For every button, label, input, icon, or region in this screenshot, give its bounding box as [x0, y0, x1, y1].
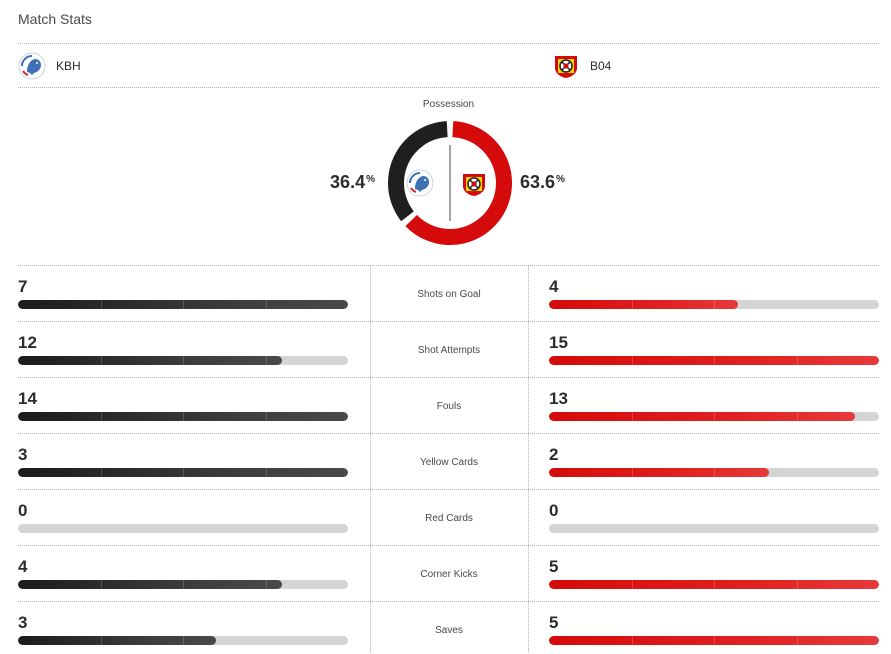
fc-copenhagen-crest-icon	[406, 169, 434, 197]
away-stat-bar-fill	[549, 300, 798, 309]
home-stat-bar	[18, 580, 348, 589]
home-stat-bar	[18, 468, 348, 477]
column-divider	[370, 378, 371, 433]
home-stat-value: 4	[18, 557, 28, 576]
stat-label: Shot Attempts	[417, 345, 481, 356]
away-stat-bar	[549, 524, 879, 533]
home-team-abbr: KBH	[56, 59, 81, 73]
column-divider	[370, 322, 371, 377]
home-stat-value: 0	[18, 501, 28, 520]
stat-row: 3 Yellow Cards 2	[18, 433, 879, 489]
team-divider	[18, 87, 879, 88]
home-stat-bar	[18, 356, 348, 365]
home-stat-value: 3	[18, 445, 28, 464]
stat-row: 0 Red Cards 0	[18, 489, 879, 545]
stat-row: 12 Shot Attempts 15	[18, 321, 879, 377]
home-stat-bar-fill	[18, 636, 267, 645]
home-stat-bar	[18, 636, 348, 645]
home-stat-value: 3	[18, 613, 28, 632]
away-stat-value: 0	[549, 501, 559, 520]
stat-row: 14 Fouls 13	[18, 377, 879, 433]
away-stat-value: 15	[549, 333, 568, 352]
column-divider	[528, 602, 529, 654]
away-possession-arc	[405, 121, 512, 245]
away-possession-value: 63.6%	[520, 172, 565, 192]
home-stat-bar-fill	[18, 580, 282, 589]
column-divider	[528, 378, 529, 433]
home-stat-bar-fill	[18, 412, 348, 421]
column-divider	[528, 322, 529, 377]
home-stat-value: 12	[18, 333, 37, 352]
away-stat-bar-fill	[549, 356, 879, 365]
column-divider	[370, 490, 371, 545]
away-stat-bar-fill	[549, 468, 798, 477]
stat-label: Red Cards	[425, 513, 473, 524]
away-stat-bar	[549, 636, 879, 645]
home-stat-bar-fill	[18, 356, 282, 365]
stat-label: Corner Kicks	[420, 569, 478, 580]
home-stat-bar-fill	[18, 300, 348, 309]
away-stat-value: 4	[549, 277, 559, 296]
stat-label: Fouls	[436, 401, 462, 412]
stat-row: 7 Shots on Goal 4	[18, 265, 879, 321]
home-stat-bar	[18, 524, 348, 533]
possession-donut-chart	[388, 121, 512, 245]
away-stat-value: 5	[549, 613, 559, 632]
home-team-header[interactable]: KBH	[18, 52, 81, 80]
fc-copenhagen-crest-icon	[18, 52, 46, 80]
stat-label: Shots on Goal	[417, 289, 481, 300]
away-team-abbr: B04	[590, 59, 612, 73]
away-stat-bar-fill	[549, 636, 879, 645]
stat-row: 4 Corner Kicks 5	[18, 545, 879, 601]
away-stat-value: 2	[549, 445, 559, 464]
column-divider	[528, 546, 529, 601]
stat-label: Saves	[435, 625, 463, 636]
column-divider	[528, 490, 529, 545]
column-divider	[528, 266, 529, 321]
bayer-leverkusen-crest-icon	[463, 174, 485, 196]
column-divider	[370, 434, 371, 489]
away-stat-value: 13	[549, 389, 568, 408]
home-stat-bar-fill	[18, 468, 348, 477]
stats-table: 7 Shots on Goal 4 12 Shot Attempts 15 14…	[18, 265, 879, 654]
column-divider	[370, 546, 371, 601]
stat-row: 3 Saves 5	[18, 601, 879, 654]
match-stats-title: Match Stats	[18, 11, 92, 27]
column-divider	[370, 266, 371, 321]
stat-label: Yellow Cards	[420, 457, 478, 468]
away-team-header[interactable]: B04	[552, 52, 611, 80]
column-divider	[528, 434, 529, 489]
home-stat-bar	[18, 300, 348, 309]
away-stat-bar	[549, 412, 879, 421]
home-stat-value: 14	[18, 389, 37, 408]
bayer-leverkusen-crest-icon	[555, 56, 577, 78]
away-stat-bar	[549, 580, 879, 589]
home-stat-bar	[18, 412, 348, 421]
column-divider	[370, 602, 371, 654]
home-possession-arc	[388, 121, 448, 222]
away-stat-bar	[549, 300, 879, 309]
home-stat-value: 7	[18, 277, 28, 296]
home-possession-value: 36.4%	[330, 172, 375, 192]
away-stat-bar	[549, 356, 879, 365]
away-stat-bar-fill	[549, 412, 856, 421]
away-stat-bar-fill	[549, 580, 879, 589]
possession-label: Possession	[422, 99, 475, 110]
away-stat-value: 5	[549, 557, 559, 576]
header-divider	[18, 43, 879, 44]
away-stat-bar	[549, 468, 879, 477]
